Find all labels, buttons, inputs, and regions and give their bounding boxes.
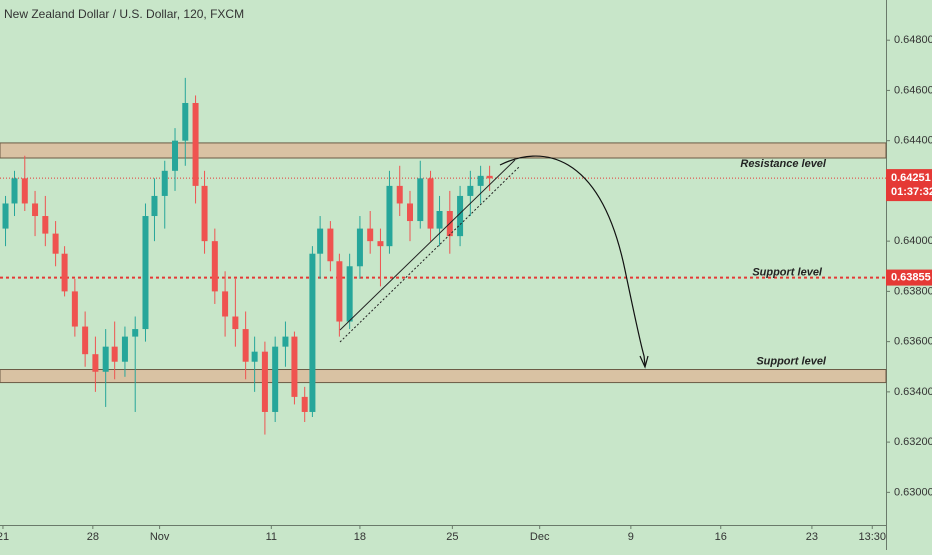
candle-body bbox=[396, 185, 403, 204]
candle-body bbox=[477, 175, 484, 186]
support-price-tag bbox=[886, 269, 932, 286]
zone bbox=[0, 142, 887, 159]
chart-title: New Zealand Dollar / U.S. Dollar, 120, F… bbox=[4, 7, 244, 21]
y-tick-label: 0.64400 bbox=[894, 135, 932, 147]
y-tick-label: 0.63600 bbox=[894, 336, 932, 348]
x-tick-label: 21 bbox=[0, 531, 9, 543]
x-tick-label: Dec bbox=[530, 531, 550, 543]
candle-body bbox=[42, 216, 49, 234]
support-label: Support level bbox=[752, 266, 823, 278]
candle-body bbox=[52, 233, 59, 254]
candle-body bbox=[111, 346, 118, 362]
candle-body bbox=[427, 178, 434, 229]
candle-body bbox=[182, 102, 189, 141]
candle-body bbox=[346, 266, 353, 322]
candle-body bbox=[92, 354, 99, 372]
drawings bbox=[339, 155, 649, 369]
candle-body bbox=[282, 336, 289, 347]
candle-body bbox=[201, 185, 208, 242]
candle-body bbox=[102, 346, 109, 372]
x-tick-label: 9 bbox=[628, 531, 634, 543]
last-price: 0.64251 bbox=[891, 172, 931, 184]
candle-body bbox=[336, 261, 343, 322]
candle-body bbox=[377, 241, 384, 247]
y-tick-label: 0.63200 bbox=[894, 436, 932, 448]
candle-body bbox=[121, 336, 128, 362]
candle-body bbox=[356, 228, 363, 267]
x-tick-label: 16 bbox=[715, 531, 727, 543]
y-tick-label: 0.63800 bbox=[894, 285, 932, 297]
candle-body bbox=[151, 195, 158, 217]
candle-body bbox=[242, 329, 249, 362]
x-tick-label: 13:30 bbox=[858, 531, 886, 543]
candle-body bbox=[301, 396, 308, 412]
candles bbox=[2, 77, 493, 435]
candle-body bbox=[82, 326, 89, 355]
y-tick-label: 0.63400 bbox=[894, 386, 932, 398]
last-price-tag bbox=[886, 169, 932, 202]
zone bbox=[0, 369, 887, 384]
zone-label: Support level bbox=[756, 355, 827, 367]
arrow-head bbox=[639, 355, 649, 369]
x-tick-label: 23 bbox=[806, 531, 818, 543]
candle-body bbox=[222, 291, 229, 317]
x-tick-label: 25 bbox=[446, 531, 458, 543]
candle-body bbox=[309, 253, 316, 412]
candle-body bbox=[142, 216, 149, 330]
candle-body bbox=[261, 351, 268, 412]
candle-body bbox=[211, 241, 218, 292]
zone-label: Resistance level bbox=[740, 158, 827, 170]
y-tick-label: 0.64000 bbox=[894, 235, 932, 247]
zones bbox=[0, 142, 887, 384]
candle-body bbox=[232, 316, 239, 330]
candle-body bbox=[272, 346, 279, 412]
candle-body bbox=[192, 102, 199, 186]
trend-line bbox=[339, 159, 516, 331]
candle-body bbox=[21, 178, 28, 204]
candle-body bbox=[317, 228, 324, 254]
candle-body bbox=[132, 329, 139, 337]
candle-body bbox=[32, 203, 39, 217]
candle-body bbox=[486, 175, 493, 179]
candle-body bbox=[172, 140, 179, 171]
candle-body bbox=[457, 195, 464, 237]
candle-body bbox=[2, 203, 9, 229]
candle-body bbox=[386, 185, 393, 247]
support-price: 0.63855 bbox=[891, 271, 931, 283]
candle-body bbox=[436, 211, 443, 229]
candle-body bbox=[417, 178, 424, 222]
candle-body bbox=[327, 228, 334, 262]
x-tick-label: 18 bbox=[354, 531, 366, 543]
candle-body bbox=[467, 185, 474, 196]
candle-body bbox=[61, 253, 68, 292]
candle-body bbox=[251, 351, 258, 362]
x-tick-label: 28 bbox=[87, 531, 99, 543]
x-tick-label: Nov bbox=[150, 531, 170, 543]
y-tick-label: 0.64600 bbox=[894, 84, 932, 96]
candle-body bbox=[11, 178, 18, 204]
y-tick-label: 0.64800 bbox=[894, 34, 932, 46]
x-tick-label: 11 bbox=[266, 531, 277, 543]
trend-line-dotted bbox=[339, 165, 521, 343]
candle-body bbox=[406, 203, 413, 222]
candle-body bbox=[367, 228, 374, 242]
candle-body bbox=[291, 336, 298, 397]
projection-arrow bbox=[499, 155, 646, 366]
candle-body bbox=[161, 170, 168, 196]
candle-body bbox=[71, 291, 78, 327]
y-tick-label: 0.63000 bbox=[894, 486, 932, 498]
countdown: 01:37:32 bbox=[891, 186, 932, 198]
